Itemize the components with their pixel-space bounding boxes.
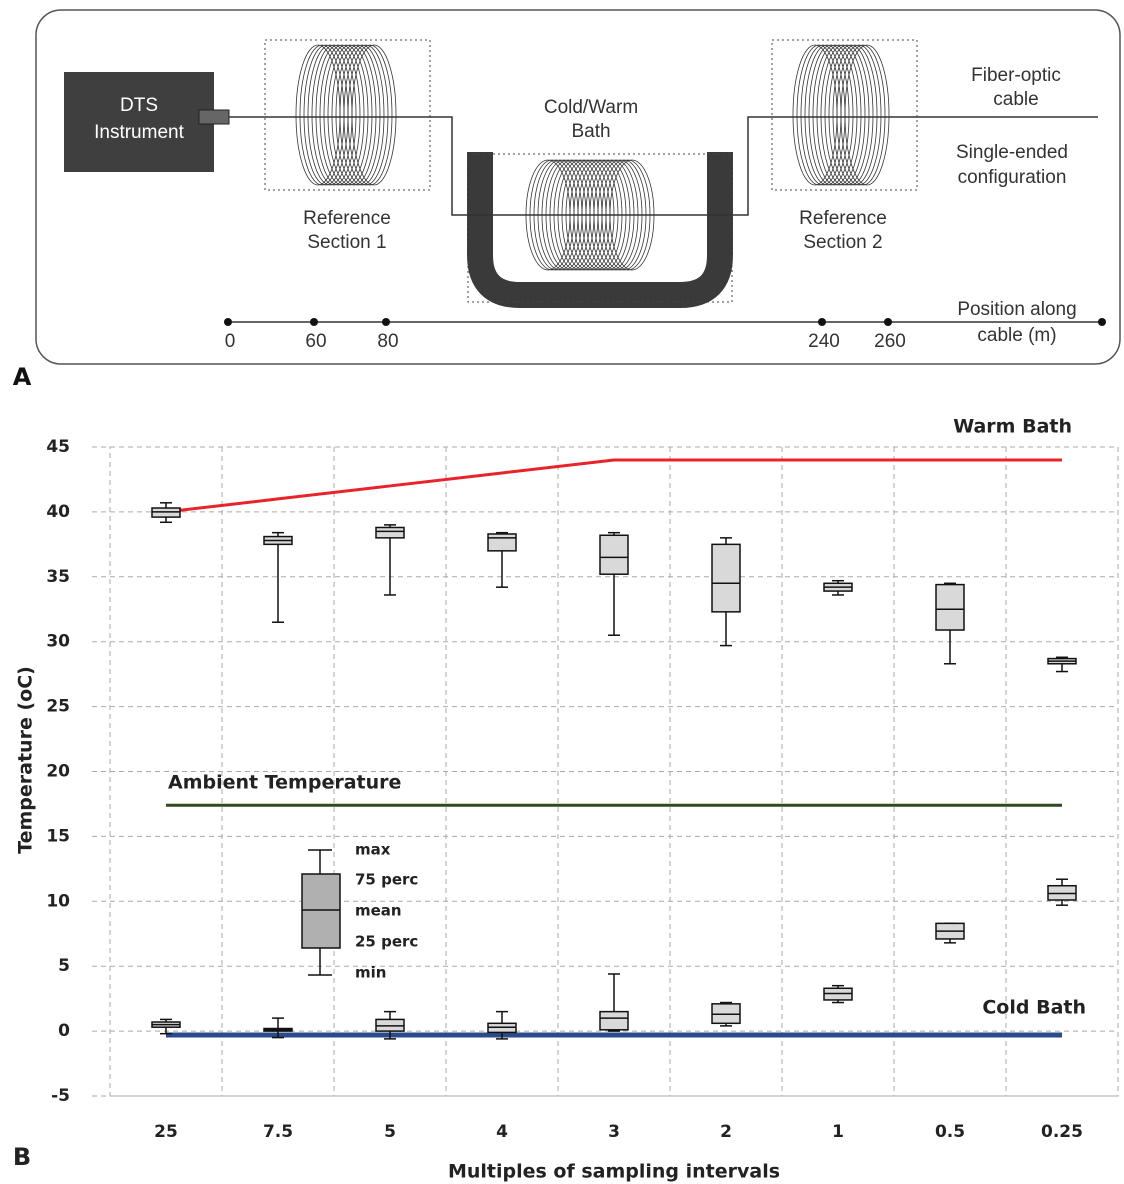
- diagram: DTS Instrument Cold/Warm Bath Reference …: [13, 10, 1120, 391]
- y-tick-label: 0: [58, 1021, 70, 1041]
- y-tick-label: -5: [51, 1086, 70, 1106]
- box: [376, 527, 404, 537]
- x-tick-label: 25: [154, 1122, 178, 1142]
- reference-label: Reference: [303, 208, 391, 229]
- configuration-label: configuration: [958, 167, 1067, 188]
- y-tick-label: 25: [46, 697, 70, 717]
- reference-label: Reference: [799, 208, 887, 229]
- key-label: 75 perc: [355, 871, 418, 889]
- box: [600, 535, 628, 574]
- instrument-label: Instrument: [94, 122, 184, 143]
- position-dot: [884, 318, 892, 326]
- key-label: mean: [355, 902, 402, 920]
- y-tick-label: 15: [46, 826, 70, 846]
- series-annotation: Cold Bath: [982, 997, 1086, 1019]
- instrument-label: DTS: [120, 95, 158, 116]
- x-tick-label: 4: [496, 1122, 508, 1142]
- y-tick-label: 40: [46, 502, 70, 522]
- y-tick-label: 5: [58, 956, 70, 976]
- key-label: 25 perc: [355, 933, 418, 951]
- position-dot: [1098, 318, 1106, 326]
- bath: [480, 152, 720, 295]
- position-dot: [310, 318, 318, 326]
- x-tick-label: 0.5: [935, 1122, 965, 1142]
- reference-label: Section 1: [307, 232, 386, 253]
- position-dot: [382, 318, 390, 326]
- position-axis-label: Position along: [957, 299, 1076, 320]
- x-tick-label: 7.5: [263, 1122, 293, 1142]
- x-tick-label: 3: [608, 1122, 620, 1142]
- key-label: min: [355, 964, 386, 982]
- position-dot: [818, 318, 826, 326]
- x-tick-label: 0.25: [1041, 1122, 1083, 1142]
- bath-label: Bath: [571, 121, 610, 142]
- x-tick-label: 2: [720, 1122, 732, 1142]
- reference-label: Section 2: [803, 232, 882, 253]
- position-label: 0: [225, 331, 236, 352]
- figure: DTS Instrument Cold/Warm Bath Reference …: [0, 0, 1124, 1184]
- page: DTS Instrument Cold/Warm Bath Reference …: [0, 0, 1124, 1184]
- series-line: [166, 460, 1062, 512]
- panel-label: A: [13, 363, 32, 391]
- cable-label: Fiber-optic: [971, 65, 1061, 86]
- y-tick-label: 20: [46, 762, 70, 782]
- box: [488, 534, 516, 551]
- connector: [199, 110, 229, 124]
- y-tick-label: 35: [46, 567, 70, 587]
- y-tick-label: 45: [46, 437, 70, 457]
- box: [712, 544, 740, 611]
- y-tick-label: 30: [46, 632, 70, 652]
- position-label: 240: [808, 331, 840, 352]
- y-axis-title: Temperature (oC): [15, 666, 37, 854]
- x-axis-title: Multiples of sampling intervals: [448, 1161, 780, 1183]
- box: [936, 585, 964, 630]
- key-label: max: [355, 841, 391, 859]
- position-dot: [224, 318, 232, 326]
- position-label: 260: [874, 331, 906, 352]
- chart: B Multiples of sampling intervals Temper…: [13, 416, 1118, 1183]
- x-tick-label: 5: [384, 1122, 396, 1142]
- y-tick-label: 10: [46, 891, 70, 911]
- key-box: [302, 874, 340, 948]
- series-annotation: Warm Bath: [953, 416, 1072, 438]
- cable-label: cable: [993, 89, 1038, 110]
- bath-label: Cold/Warm: [544, 97, 638, 118]
- position-label: 60: [305, 331, 326, 352]
- position-label: 80: [377, 331, 398, 352]
- x-tick-label: 1: [832, 1122, 844, 1142]
- configuration-label: Single-ended: [956, 142, 1068, 163]
- box: [600, 1012, 628, 1030]
- series-annotation: Ambient Temperature: [168, 772, 401, 794]
- position-axis-label: cable (m): [977, 325, 1056, 346]
- panel-label: B: [13, 1143, 31, 1171]
